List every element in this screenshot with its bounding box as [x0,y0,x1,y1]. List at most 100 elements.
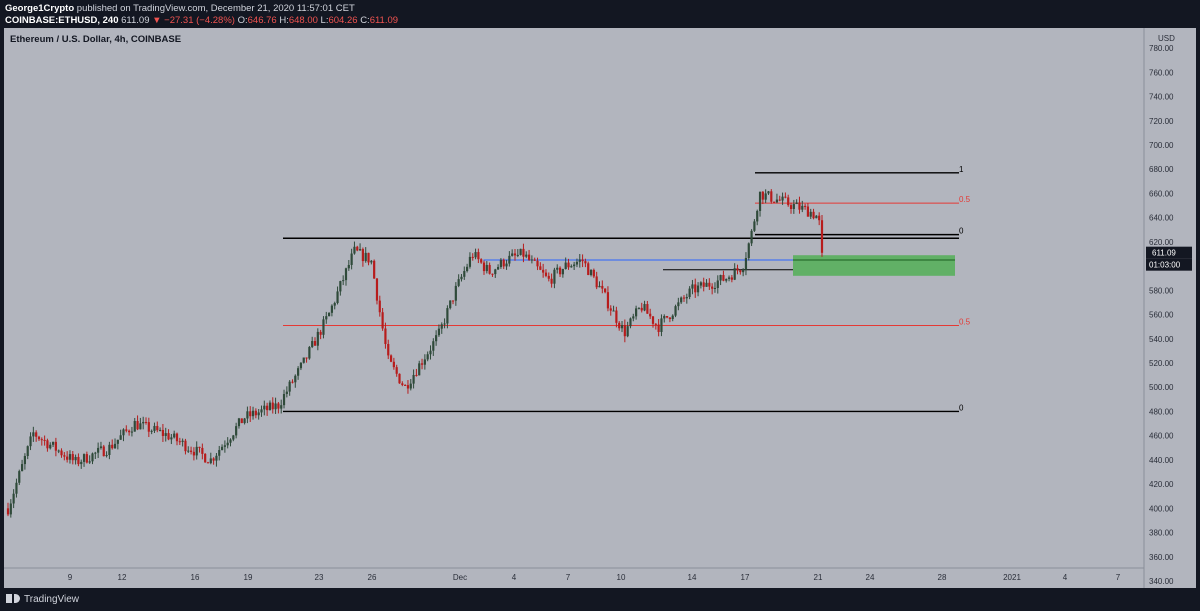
candle-body [246,411,249,419]
candle-body [302,357,305,363]
candle [629,317,632,329]
tradingview-logo[interactable]: TradingView [6,594,79,605]
candle [237,417,241,429]
candle [550,273,553,288]
x-tick-label: 10 [617,573,626,582]
high-label: H: [279,15,289,26]
candle-body [435,335,438,342]
candle-body [342,280,345,282]
candle-body [60,450,63,456]
candle [12,489,15,509]
candle [223,440,226,453]
candle [778,195,781,202]
candle [20,459,24,472]
candle-body [502,259,505,267]
candle-body [150,430,153,432]
candle [601,280,604,294]
candle-body [325,316,328,320]
candle-body [51,441,55,445]
chart-title: Ethereum / U.S. Dollar, 4h, COINBASE [10,34,182,45]
candle [153,422,156,434]
y-tick-label: 360.00 [1149,553,1174,562]
candle-body [294,375,297,383]
candle-body [105,454,108,457]
candle-body [209,458,212,464]
candle-body [373,260,376,279]
candle-body [412,374,415,384]
candle-body [474,252,477,258]
candle [635,305,638,320]
candle [471,253,474,261]
candle [350,248,353,270]
candle-body [158,429,162,431]
candle [85,451,88,464]
candle-body [305,357,308,359]
candle-body [66,456,69,460]
candle-body [446,308,449,324]
candles [6,189,824,518]
candle [547,272,550,282]
candle [584,258,587,268]
candle-body [564,262,567,270]
candle [677,297,680,311]
candle [57,449,60,454]
candle [758,191,762,217]
candle-body [29,436,32,447]
candle [63,452,66,461]
candle-body [618,322,621,329]
candle-body [184,440,187,452]
candle-body [215,455,218,461]
candle [88,455,91,464]
candle [189,446,193,455]
candle-body [770,191,773,202]
candle [423,354,426,370]
y-tick-label: 380.00 [1149,529,1174,538]
candle-body [573,264,576,267]
candle-body [437,328,441,336]
candle-body [626,326,629,337]
candle [395,364,398,377]
candle-body [643,304,646,311]
candle-body [567,262,570,268]
y-tick-label: 680.00 [1149,165,1174,174]
candle [299,362,303,371]
candle-body [313,341,317,346]
candle-body [806,206,810,217]
time-axis[interactable]: 9 12 16 19 23 26 Dec 4 7 10 14 17 21 24 28 2021 4 7 [4,567,1144,582]
candle-body [471,256,474,258]
candle-body [251,410,255,417]
candle [226,437,229,449]
candle [558,266,562,277]
candle [589,269,593,277]
candle [671,314,674,322]
candle-body [192,451,195,456]
candle-body [54,441,57,451]
candle-body [102,446,105,457]
currency-label: USD [1158,34,1175,43]
candle [271,397,274,414]
candle-body [677,302,680,307]
candle [705,279,708,287]
candle-body [561,269,564,275]
x-tick-label: 4 [512,573,517,582]
candle [398,373,401,384]
author-name[interactable]: George1Crypto [5,3,75,14]
candle [291,379,294,384]
candle-body [544,272,548,276]
candle [249,406,252,423]
candle [685,293,688,304]
candle [333,301,336,310]
candle-body [404,384,407,386]
chart-panel[interactable]: 0.5 0 1 0.5 0 USD 780.00 760.00 740.00 720.00 700… [4,28,1196,588]
candle-body [739,270,742,273]
candle [792,199,795,214]
candle [246,406,249,424]
candle [640,302,643,313]
candle [82,453,86,467]
y-tick-label: 580.00 [1149,286,1174,295]
candle [654,323,657,330]
candle [561,268,564,278]
candle-body [711,286,714,289]
